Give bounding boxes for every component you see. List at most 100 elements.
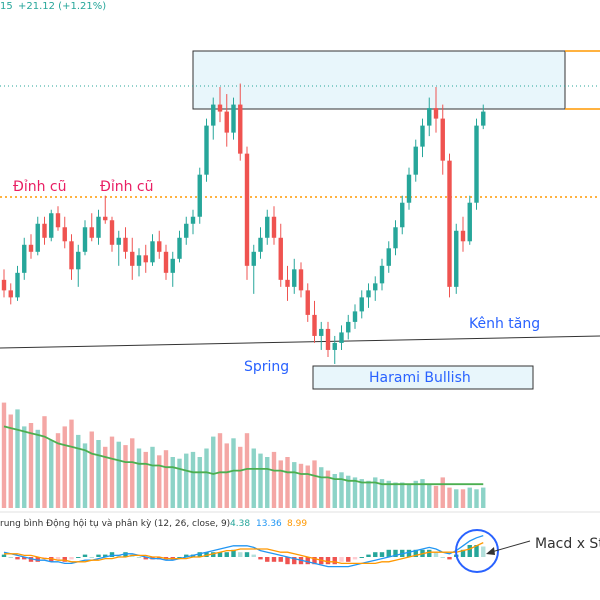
- volume-bar: [211, 436, 216, 508]
- macd-hist-bar: [359, 557, 364, 558]
- candle-body: [352, 311, 358, 322]
- candle-body: [379, 265, 385, 284]
- candle-body: [42, 223, 47, 238]
- volume-bar: [406, 484, 412, 508]
- volume-bar: [332, 474, 337, 508]
- volume-bar: [8, 414, 13, 508]
- candle-body: [96, 216, 101, 238]
- volume-bar: [325, 470, 331, 508]
- resistance-zone: [192, 50, 600, 110]
- macd-hist-bar: [76, 557, 81, 558]
- candle-body: [238, 104, 243, 154]
- volume-bar: [258, 453, 263, 508]
- macd-hist-bar: [285, 557, 290, 565]
- macd-legend-name: rung bình Động hội tụ và phân kỳ (12, 26…: [0, 518, 230, 529]
- volume-bar: [319, 467, 324, 508]
- volume-bar: [379, 479, 385, 508]
- candle-body: [244, 153, 250, 266]
- macd-hist-bar: [292, 557, 297, 565]
- volume-bar: [238, 446, 243, 508]
- candle-body: [89, 227, 94, 238]
- candle-body: [251, 251, 256, 266]
- macd-hist-bar: [224, 552, 229, 557]
- macd-hist-bar: [211, 552, 216, 557]
- macd-legend-signal: 8.99: [287, 519, 307, 529]
- volume-bar: [454, 489, 459, 508]
- macd-line: [3, 535, 484, 568]
- volume-bar: [123, 445, 128, 508]
- candle-body: [22, 244, 27, 273]
- candle-body: [109, 220, 115, 245]
- label-macd-cross: Macd x St: [535, 536, 600, 552]
- volume-bar: [217, 433, 223, 508]
- candle-body: [366, 290, 371, 298]
- candle-body: [170, 258, 175, 273]
- candle-body: [197, 174, 202, 217]
- volume-bar: [339, 472, 344, 508]
- macd-legend-hist: 4.38: [230, 519, 250, 529]
- channel-line: [0, 335, 600, 349]
- macd-cross-arrowhead: [486, 547, 495, 555]
- macd-hist-bar: [217, 552, 223, 557]
- volume-bar: [285, 457, 290, 508]
- macd-hist-bar: [413, 549, 418, 557]
- candle-body: [69, 241, 74, 270]
- volume-bar: [447, 487, 452, 508]
- label-spring: Spring: [244, 359, 289, 375]
- candle-body: [460, 230, 466, 242]
- macd-hist-bar: [346, 557, 351, 562]
- candle-body: [467, 202, 472, 242]
- candles-layer: [1, 83, 486, 364]
- macd-panel: rung bình Động hội tụ và phân kỳ (12, 26…: [0, 511, 600, 573]
- volume-bar: [481, 487, 486, 508]
- volume-bar: [420, 479, 425, 508]
- macd-hist-bar: [231, 549, 236, 557]
- candle-body: [204, 125, 209, 175]
- macd-hist-bar: [427, 549, 432, 557]
- candle-body: [278, 237, 283, 280]
- macd-hist-bar: [238, 552, 243, 557]
- macd-hist-bar: [467, 545, 472, 557]
- macd-hist-bar: [271, 557, 277, 562]
- candle-body: [1, 279, 7, 291]
- candle-body: [143, 255, 148, 263]
- volume-bar: [427, 484, 432, 508]
- candle-body: [28, 244, 34, 252]
- volume-bar: [55, 433, 61, 508]
- candle-body: [298, 269, 304, 291]
- volume-bar: [440, 477, 445, 508]
- volume-bar: [467, 487, 472, 508]
- macd-hist-bar: [386, 549, 391, 557]
- candle-body: [325, 328, 331, 350]
- macd-hist-bar: [109, 552, 115, 557]
- volume-bar: [150, 446, 155, 508]
- macd-hist-bar: [177, 557, 182, 558]
- candle-body: [157, 241, 162, 252]
- candle-body: [406, 174, 412, 203]
- volume-bar: [433, 485, 439, 508]
- volume-bar: [28, 423, 34, 508]
- macd-hist-bar: [184, 554, 189, 557]
- label-old-peak-1: Đỉnh cũ: [13, 179, 67, 195]
- candle-body: [8, 290, 13, 298]
- macd-hist-bar: [258, 557, 263, 560]
- volume-ma-line: [3, 425, 484, 486]
- volume-bar: [49, 440, 54, 508]
- volume-bar: [366, 480, 371, 508]
- volume-bar: [109, 436, 115, 508]
- label-old-peak-2: Đỉnh cũ: [100, 179, 154, 195]
- candle-body: [447, 160, 452, 287]
- macd-hist-bar: [82, 554, 88, 557]
- macd-hist-bar: [8, 557, 13, 558]
- macd-hist-bar: [1, 554, 7, 557]
- candle-body: [49, 213, 54, 238]
- macd-hist-bar: [433, 552, 439, 557]
- candle-body: [393, 227, 398, 249]
- macd-hist-bar: [440, 557, 445, 558]
- macd-hist-bar: [28, 557, 34, 562]
- candle-body: [35, 223, 40, 252]
- volume-bar: [62, 426, 67, 508]
- macd-cross-arrow: [487, 540, 531, 554]
- header-ticker-fragment: 15: [0, 1, 13, 12]
